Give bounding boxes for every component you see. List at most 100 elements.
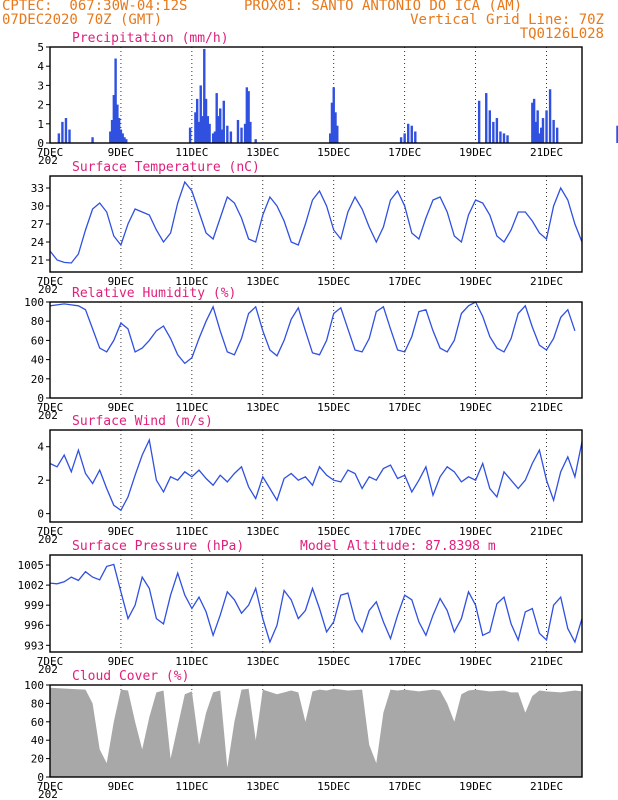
- pressure-xtick-label: 13DEC: [246, 655, 279, 668]
- wind-xtick-label: 17DEC: [388, 525, 421, 538]
- header-station-name: PROX01: SANTO ANTONIO DO ICA (AM): [244, 0, 523, 14]
- precip-bar: [68, 129, 71, 143]
- cloud-xtick-label: 15DEC: [317, 780, 350, 793]
- pressure-xtick-label: 11DEC: [175, 655, 208, 668]
- wind-xtick-label: 13DEC: [246, 525, 279, 538]
- pressure-xtick-label: 17DEC: [388, 655, 421, 668]
- pressure-xtick-label: 21DEC: [530, 655, 563, 668]
- precip-bar: [399, 137, 403, 143]
- precip-bar: [552, 119, 555, 143]
- cloud-xtick-label: 13DEC: [246, 780, 279, 793]
- precip-bar: [254, 139, 257, 143]
- precip-bar: [188, 127, 192, 143]
- temp-xtick-label: 9DEC: [108, 275, 135, 288]
- temp-year-label: 202: [38, 283, 58, 296]
- precip-xtick-label: 7DEC: [37, 146, 64, 159]
- wind-xtick-label: 7DEC: [37, 525, 64, 538]
- precip-bar: [407, 123, 410, 143]
- wind-frame: [49, 429, 583, 523]
- rh-xtick-label: 7DEC: [37, 401, 64, 414]
- wind-xtick-label: 21DEC: [530, 525, 563, 538]
- precip-ytick-label: 2: [37, 99, 44, 112]
- cloud-ytick-label: 20: [31, 753, 44, 766]
- pressure-ytick-label: 999: [24, 599, 44, 612]
- cloud-xtick-label: 7DEC: [37, 780, 64, 793]
- precip-bar: [548, 89, 552, 143]
- temp-xtick-label: 15DEC: [317, 275, 350, 288]
- precip-bar: [536, 110, 539, 143]
- temp-ytick-label: 27: [31, 218, 44, 231]
- precip-bar: [531, 102, 534, 143]
- rh-ytick-label: 60: [31, 334, 44, 347]
- wind-ytick-label: 2: [37, 474, 44, 487]
- precip-bar: [506, 135, 509, 143]
- precip-xtick-label: 13DEC: [246, 146, 279, 159]
- precip-bar: [330, 102, 334, 143]
- wind-xtick-label: 15DEC: [317, 525, 350, 538]
- precip-ytick-label: 0: [37, 137, 44, 150]
- cloud-xtick-label: 19DEC: [459, 780, 492, 793]
- precip-bar: [201, 116, 204, 143]
- precip-xtick-label: 9DEC: [108, 146, 135, 159]
- rh-ytick-label: 40: [31, 354, 44, 367]
- cloud-xtick-label: 9DEC: [108, 780, 135, 793]
- wind-panel: 0 2 4 7DEC 9DEC 11DEC 13DEC 15DEC 17DEC 19DEC 21DE…: [37, 414, 583, 546]
- precip-bar: [194, 112, 197, 143]
- precip-bar: [199, 85, 202, 143]
- precip-xtick-label: 11DEC: [175, 146, 208, 159]
- precip-bar: [236, 119, 240, 143]
- precip-bar: [555, 127, 559, 143]
- pressure-ytick-label: 1005: [18, 559, 45, 572]
- precip-frame: [49, 46, 583, 144]
- cloud-year-label: 202: [38, 788, 58, 800]
- precip-panel: 0 1 2 3 4 5 7DEC 9DEC 11DEC 13DEC 15DEC 17DEC 19DEC 2…: [37, 31, 618, 167]
- rh-xtick-label: 13DEC: [246, 401, 279, 414]
- precip-bar: [204, 98, 208, 143]
- precip-bar: [117, 118, 121, 143]
- precip-bar: [485, 93, 488, 143]
- rh-xtick-label: 15DEC: [317, 401, 350, 414]
- precip-bar: [495, 118, 499, 143]
- precip-bar: [208, 123, 211, 143]
- precip-bar: [91, 137, 94, 143]
- precip-bar: [332, 87, 335, 143]
- temp-frame: [49, 175, 583, 273]
- rh-xtick-label: 11DEC: [175, 401, 208, 414]
- temp-xtick-label: 13DEC: [246, 275, 279, 288]
- precip-bar: [219, 108, 222, 143]
- wind-xtick-label: 11DEC: [175, 525, 208, 538]
- precip-bar: [109, 131, 112, 143]
- cloud-ytick-label: 80: [31, 697, 44, 710]
- temp-series-line: [49, 180, 583, 264]
- precip-bar: [121, 133, 124, 143]
- temp-ytick-label: 30: [31, 200, 44, 213]
- precip-bar: [222, 100, 225, 143]
- pressure-year-label: 202: [38, 663, 58, 676]
- temp-xtick-label: 19DEC: [459, 275, 492, 288]
- precip-bar: [334, 112, 337, 143]
- precip-bar: [226, 125, 229, 143]
- cloud-ytick-label: 0: [37, 771, 44, 784]
- precip-bar: [229, 131, 233, 143]
- precip-bar: [61, 121, 64, 143]
- precip-title: Precipitation (mm/h): [72, 31, 229, 46]
- header-grid-line-info: Vertical Grid Line: 70Z: [410, 12, 604, 28]
- cloud-title: Cloud Cover (%): [72, 669, 189, 684]
- pressure-panel: 993 996 999 1002 1005 7DEC 9DEC 11DEC 13DEC 15DEC…: [18, 539, 583, 676]
- pressure-annotation: Model Altitude: 87.8398 m: [300, 539, 496, 554]
- precip-bar: [123, 137, 126, 143]
- precip-bar: [249, 121, 252, 143]
- wind-ytick-label: 0: [37, 508, 44, 521]
- precip-ytick-label: 4: [37, 60, 44, 73]
- rh-xtick-label: 19DEC: [459, 401, 492, 414]
- cloud-cover-area: [50, 687, 582, 777]
- precip-bar: [114, 58, 117, 143]
- precip-bar: [220, 129, 224, 143]
- pressure-ytick-label: 1002: [18, 579, 45, 592]
- rh-ytick-label: 100: [24, 296, 44, 309]
- rh-ytick-label: 0: [37, 392, 44, 405]
- wind-ytick-label: 4: [37, 441, 44, 454]
- rh-ytick-label: 20: [31, 373, 44, 386]
- precip-bar: [247, 91, 250, 143]
- precip-bar: [112, 95, 116, 143]
